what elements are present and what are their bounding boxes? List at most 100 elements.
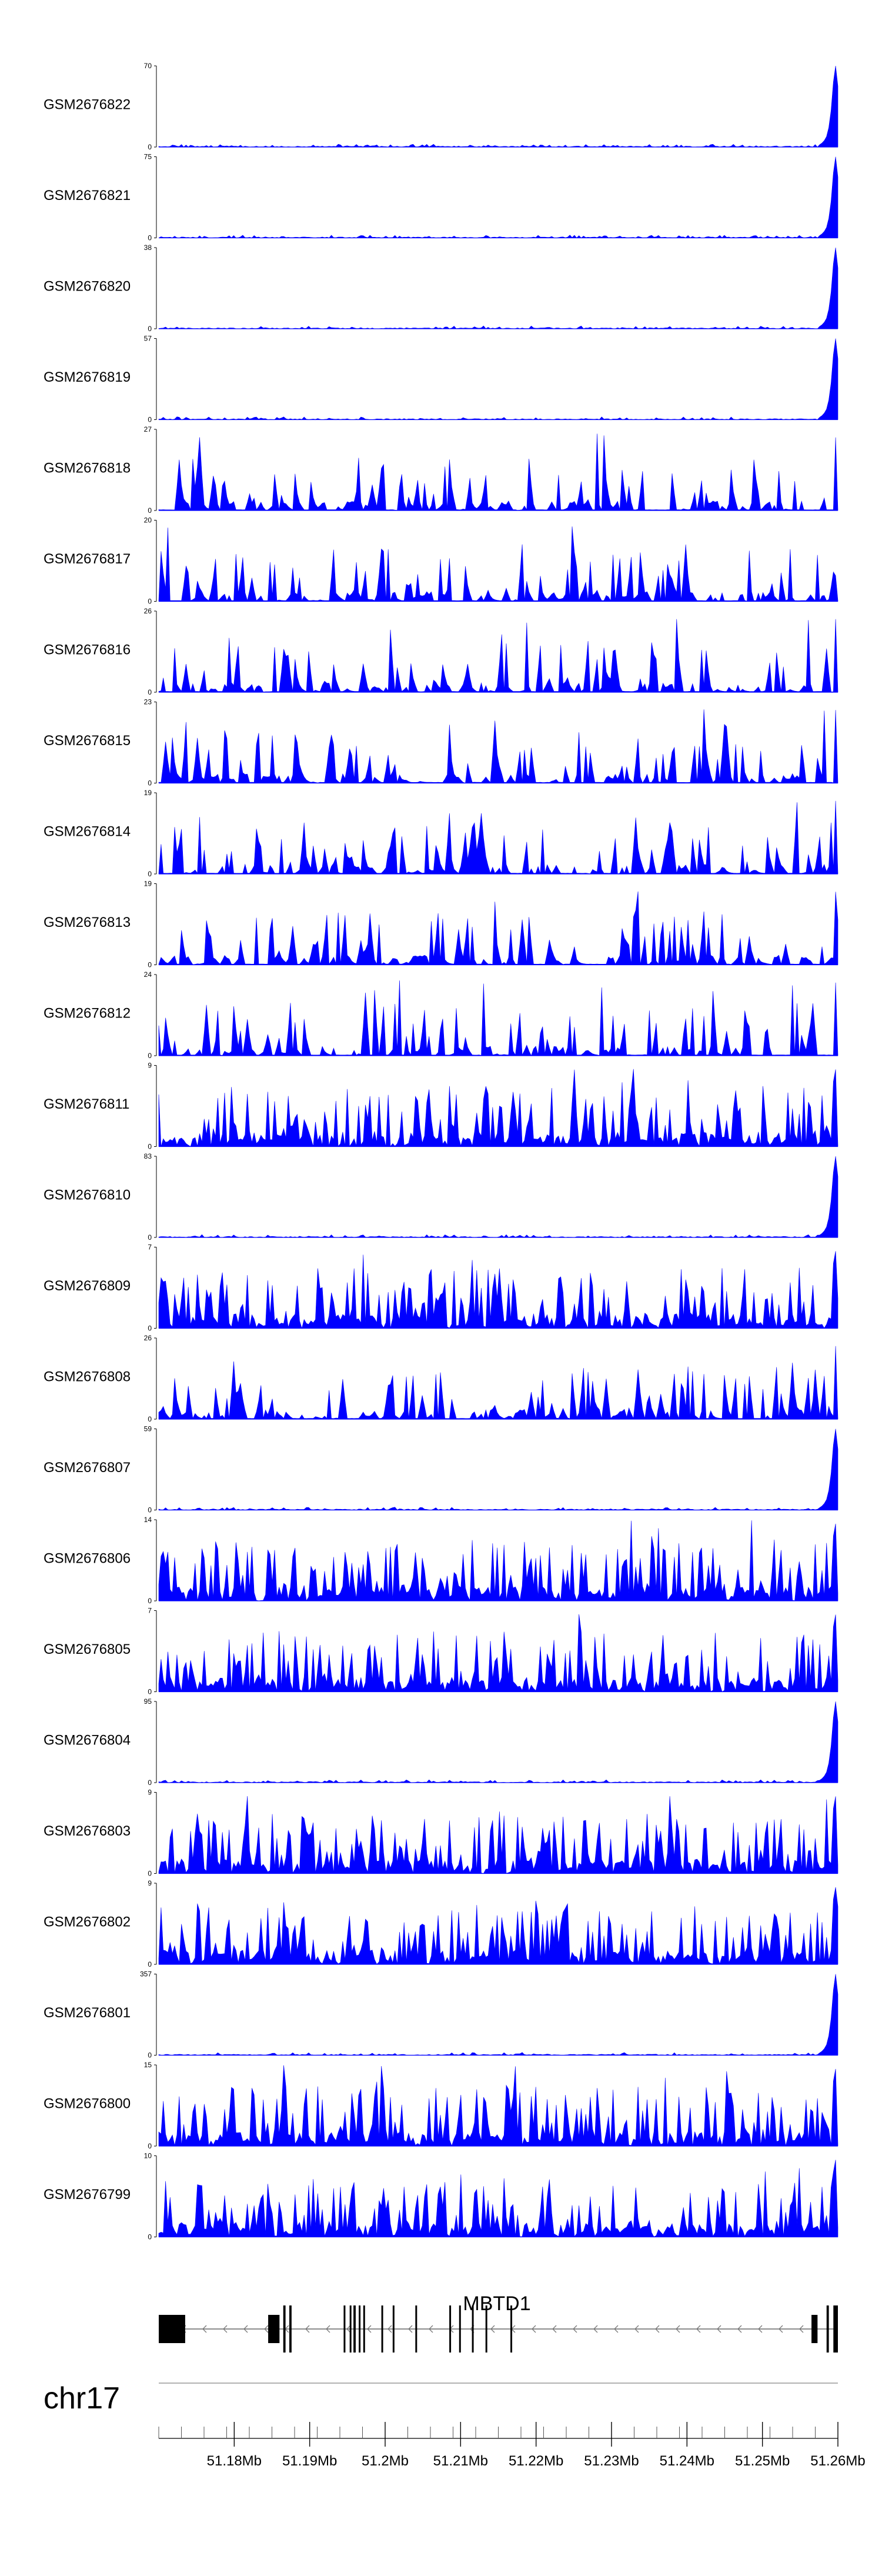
y-max-label: 7 — [148, 1607, 152, 1615]
track-label: GSM2676804 — [44, 1732, 131, 1748]
y-min-label: 0 — [148, 325, 152, 333]
strand-arrow — [634, 2325, 639, 2333]
track-GSM2676802: GSM2676802 9 0 — [44, 1879, 838, 1968]
y-min-label: 0 — [148, 143, 152, 151]
track-label: GSM2676800 — [44, 2095, 131, 2111]
gene-model: MBTD1 — [159, 2293, 838, 2353]
exon — [833, 2305, 838, 2353]
track-signal-area — [158, 1156, 838, 1238]
track-signal-area — [158, 1346, 838, 1420]
y-min-label: 0 — [148, 2051, 152, 2060]
strand-arrow — [243, 2325, 248, 2333]
track-label: GSM2676799 — [44, 2187, 131, 2203]
strand-arrow — [779, 2325, 783, 2333]
y-min-label: 0 — [148, 961, 152, 969]
strand-arrow — [346, 2325, 351, 2333]
strand-arrow — [717, 2325, 721, 2333]
track-label: GSM2676811 — [44, 1096, 129, 1112]
track-GSM2676811: GSM2676811 9 0 — [44, 1062, 838, 1151]
track-label: GSM2676801 — [44, 2005, 131, 2021]
strand-arrow — [387, 2325, 392, 2333]
strand-arrow — [532, 2325, 536, 2333]
track-signal-area — [158, 1520, 838, 1601]
y-max-label: 357 — [140, 1970, 152, 1978]
y-max-label: 9 — [148, 1062, 152, 1070]
track-GSM2676813: GSM2676813 19 0 — [44, 880, 838, 969]
strand-arrow — [408, 2325, 413, 2333]
y-max-label: 83 — [144, 1152, 152, 1160]
y-min-label: 0 — [148, 234, 152, 242]
track-signal-area — [158, 891, 838, 965]
track-GSM2676818: GSM2676818 27 0 — [44, 425, 838, 515]
exon — [359, 2305, 361, 2353]
track-signal-area — [158, 1701, 838, 1783]
y-max-label: 59 — [144, 1425, 152, 1433]
y-max-label: 23 — [144, 698, 152, 706]
y-max-label: 95 — [144, 1697, 152, 1706]
track-GSM2676819: GSM2676819 57 0 — [44, 335, 838, 424]
y-max-label: 10 — [144, 2152, 152, 2160]
y-max-label: 14 — [144, 1516, 152, 1524]
y-min-label: 0 — [148, 688, 152, 696]
exon — [472, 2305, 474, 2353]
track-signal-area — [158, 2160, 838, 2237]
x-tick-label: 51.23Mb — [584, 2453, 639, 2469]
track-label: GSM2676806 — [44, 1550, 131, 1566]
exon — [353, 2305, 356, 2353]
track-label: GSM2676808 — [44, 1369, 131, 1384]
strand-arrow — [490, 2325, 495, 2333]
track-signal-area — [158, 433, 838, 511]
track-signal-area — [158, 526, 838, 602]
exon — [283, 2305, 286, 2353]
track-GSM2676816: GSM2676816 26 0 — [44, 607, 838, 696]
y-max-label: 75 — [144, 153, 152, 161]
track-signal-area — [158, 1614, 838, 1692]
track-signal-area — [158, 65, 838, 148]
y-max-label: 19 — [144, 789, 152, 797]
strand-arrow — [264, 2325, 269, 2333]
y-max-label: 7 — [148, 1243, 152, 1252]
x-tick-label: 51.21Mb — [433, 2453, 488, 2469]
track-GSM2676820: GSM2676820 38 0 — [44, 243, 838, 333]
exon — [343, 2305, 346, 2353]
exon — [449, 2305, 452, 2353]
x-tick-label: 51.24Mb — [660, 2453, 714, 2469]
track-label: GSM2676809 — [44, 1278, 131, 1294]
strand-arrow — [429, 2325, 433, 2333]
track-label: GSM2676819 — [44, 369, 131, 385]
strand-arrow — [326, 2325, 330, 2333]
track-signal-area — [158, 338, 838, 420]
y-min-label: 0 — [148, 1506, 152, 1514]
track-signal-area — [158, 156, 838, 238]
track-label: GSM2676802 — [44, 1914, 131, 1930]
y-max-label: 38 — [144, 243, 152, 252]
exon — [363, 2305, 365, 2353]
track-signal-area — [158, 1429, 838, 1510]
track-signal-area — [158, 1796, 838, 1874]
track-signal-area — [158, 2065, 838, 2147]
strand-arrow — [758, 2325, 763, 2333]
track-GSM2676821: GSM2676821 75 0 — [44, 153, 838, 242]
genome-axis: chr17 51.18Mb 51.19Mb 51.2Mb 51.21Mb 51.22Mb 5… — [44, 2381, 866, 2469]
y-max-label: 27 — [144, 425, 152, 433]
track-GSM2676808: GSM2676808 26 0 — [44, 1334, 838, 1423]
track-label: GSM2676815 — [44, 733, 131, 749]
track-signal-area — [158, 1974, 838, 2056]
track-GSM2676810: GSM2676810 83 0 — [44, 1152, 838, 1242]
y-min-label: 0 — [148, 1597, 152, 1605]
strand-arrow — [552, 2325, 557, 2333]
exon — [289, 2305, 292, 2353]
y-max-label: 20 — [144, 516, 152, 525]
track-label: GSM2676821 — [44, 188, 131, 203]
track-GSM2676814: GSM2676814 19 0 — [44, 789, 838, 878]
track-GSM2676815: GSM2676815 23 0 — [44, 698, 838, 788]
exon — [381, 2305, 383, 2353]
track-GSM2676805: GSM2676805 7 0 — [44, 1607, 838, 1696]
exon — [811, 2315, 818, 2343]
track-GSM2676804: GSM2676804 95 0 — [44, 1697, 838, 1787]
y-min-label: 0 — [148, 416, 152, 424]
track-GSM2676807: GSM2676807 59 0 — [44, 1425, 838, 1514]
strand-arrow — [655, 2325, 660, 2333]
x-tick-label: 51.25Mb — [735, 2453, 790, 2469]
y-min-label: 0 — [148, 1233, 152, 1242]
